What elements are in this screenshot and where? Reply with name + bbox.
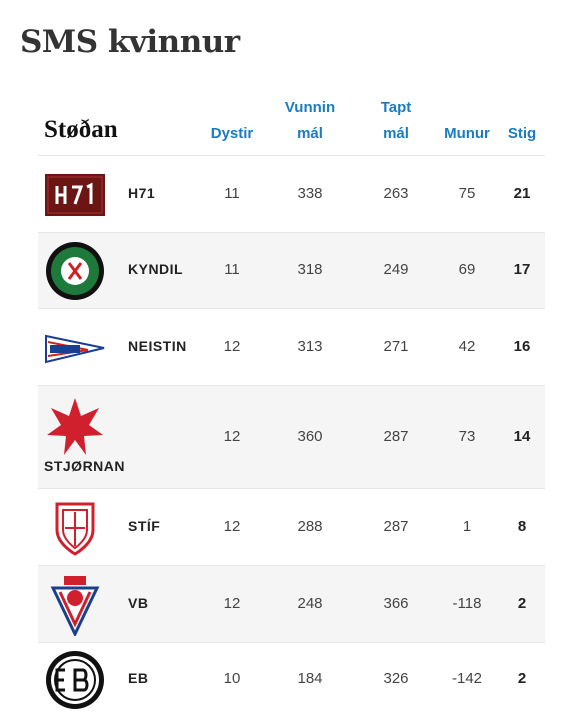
cell-value: 73 — [458, 427, 476, 445]
cell-value: 69 — [458, 261, 476, 278]
column-header: Stig — [507, 125, 537, 142]
cell-value: 366 — [383, 594, 409, 612]
cell-value: 326 — [383, 669, 409, 687]
cell-value: 249 — [383, 261, 409, 278]
cell-value: 12 — [223, 337, 241, 355]
cell-value: 12 — [223, 427, 241, 445]
cell-value: -142 — [451, 669, 483, 687]
team-name: STÍF — [128, 517, 161, 534]
cell-value: 313 — [297, 337, 323, 355]
team-name: KYNDIL — [128, 261, 184, 277]
table-row — [38, 308, 545, 386]
cell-value: 11 — [224, 184, 240, 202]
cell-value: 16 — [513, 337, 531, 355]
cell-value: 75 — [458, 184, 476, 202]
team-logo — [44, 497, 106, 559]
cell-value: 12 — [223, 517, 241, 535]
column-header: Munur — [444, 125, 490, 142]
cell-value: 8 — [517, 517, 527, 535]
team-name: NEISTIN — [128, 337, 187, 354]
page-title: SMS kvinnur — [20, 24, 240, 60]
team-name: H71 — [128, 184, 156, 201]
table-row — [38, 385, 545, 489]
cell-value: 17 — [513, 261, 531, 278]
team-logo — [44, 317, 106, 379]
cell-value: 21 — [513, 184, 531, 202]
team-logo — [44, 649, 106, 711]
column-header: Dystir — [210, 125, 254, 142]
cell-value: 271 — [383, 337, 409, 355]
table-caption: Støðan — [44, 116, 118, 143]
cell-value: 248 — [297, 594, 323, 612]
table-row — [38, 155, 545, 233]
team-logo — [44, 164, 106, 226]
team-name: EB — [128, 669, 149, 686]
cell-value: 318 — [297, 261, 323, 278]
table-row — [38, 488, 545, 566]
cell-value: 42 — [458, 337, 476, 355]
cell-value: 287 — [383, 517, 409, 535]
cell-value: 2 — [517, 669, 527, 687]
column-header: Vunnin mál — [284, 99, 336, 142]
cell-value: 12 — [223, 594, 241, 612]
column-header: Tapt mál — [380, 99, 412, 142]
team-name: VB — [128, 594, 149, 611]
cell-value: 184 — [297, 669, 323, 687]
cell-value: 287 — [383, 427, 409, 445]
cell-value: 263 — [383, 184, 409, 202]
cell-value: 338 — [297, 184, 323, 202]
table-row — [38, 565, 545, 643]
table-row — [38, 232, 545, 309]
cell-value: 2 — [517, 594, 527, 612]
cell-value: 11 — [224, 261, 240, 278]
cell-value: 10 — [223, 669, 241, 687]
team-logo — [44, 395, 106, 457]
team-logo — [44, 574, 106, 636]
team-name: STJØRNAN — [44, 458, 126, 474]
team-logo — [44, 240, 106, 302]
table-row — [38, 642, 545, 715]
cell-value: 14 — [513, 427, 531, 445]
cell-value: -118 — [452, 594, 482, 612]
cell-value: 360 — [297, 427, 323, 445]
cell-value: 288 — [297, 517, 323, 535]
cell-value: 1 — [462, 517, 472, 535]
